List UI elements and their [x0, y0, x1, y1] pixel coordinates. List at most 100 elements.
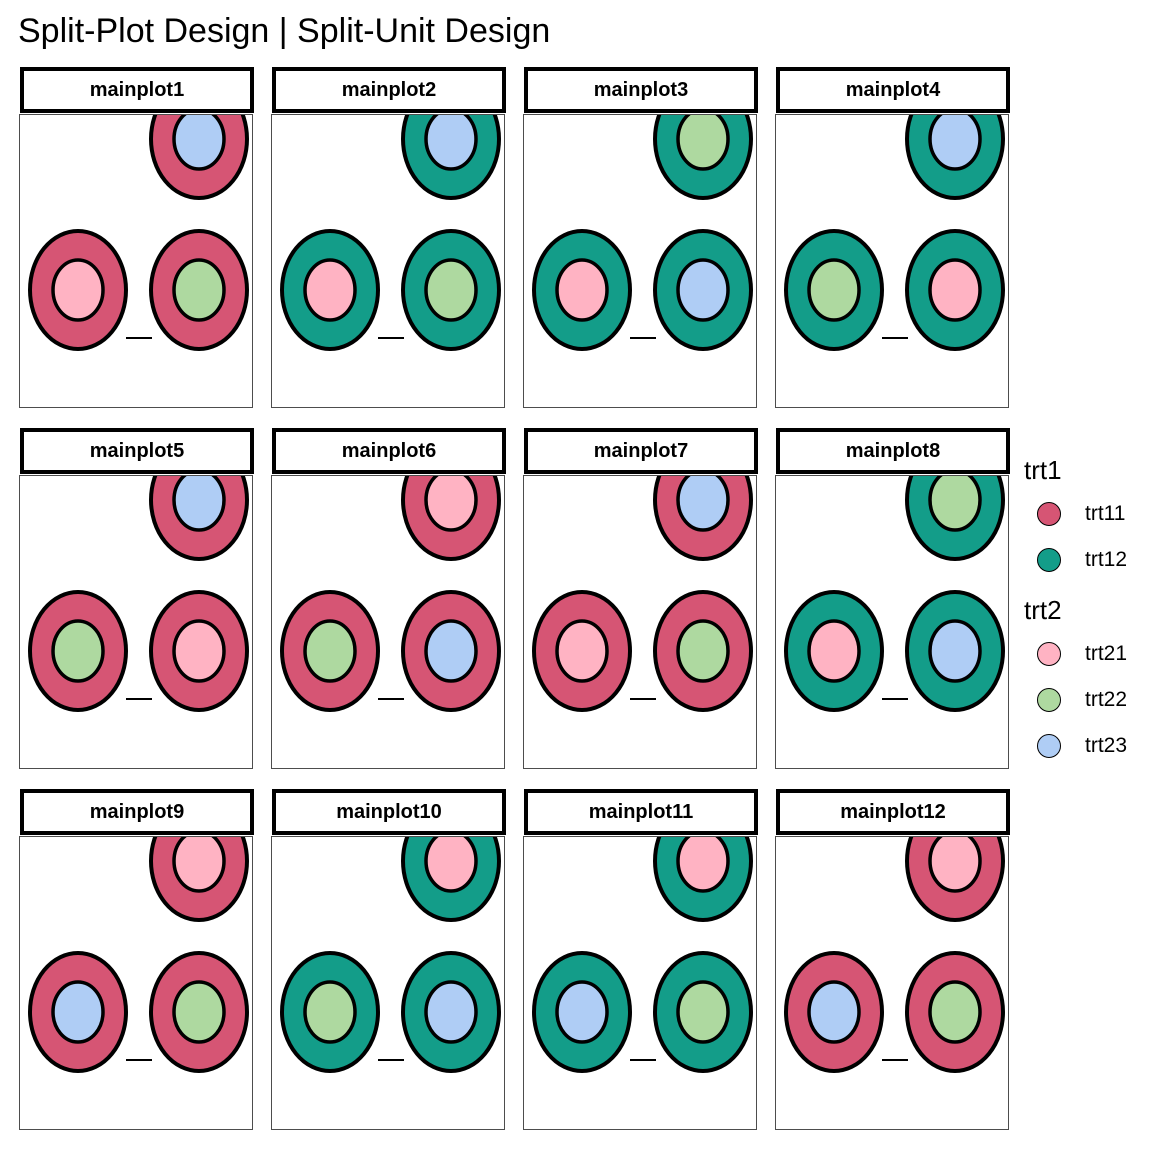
facet-plot-area: [523, 114, 757, 408]
subplot-node-top: [149, 476, 249, 561]
subplot-ellipse: [928, 619, 982, 683]
subplot-node-top: [149, 115, 249, 200]
subplot-ellipse: [51, 980, 105, 1044]
subplot-node-bottom-right: [653, 229, 753, 351]
facet-plot-area: [271, 836, 505, 1130]
split-plot-diagram: [28, 837, 249, 1073]
facet-panel: mainplot12: [775, 788, 1010, 1131]
subplot-ellipse: [928, 837, 982, 893]
facet-plot-area: [523, 475, 757, 769]
subplot-node-top: [653, 837, 753, 922]
subplot-node-bottom-right: [401, 951, 501, 1073]
chart-title: Split-Plot Design | Split-Unit Design: [18, 12, 551, 50]
facet-panel: mainplot3: [523, 66, 758, 409]
subplot-node-top: [401, 115, 501, 200]
split-plot-diagram: [28, 115, 249, 351]
subplot-node-bottom-left: [784, 590, 884, 712]
facet-strip-label: mainplot1: [20, 67, 254, 113]
subplot-ellipse: [424, 619, 478, 683]
facet-plot-area: [19, 475, 253, 769]
legend-item: trt11: [1024, 491, 1148, 537]
subplot-ellipse: [676, 837, 730, 893]
subplot-ellipse: [928, 258, 982, 322]
facet-panel: mainplot2: [271, 66, 506, 409]
subplot-node-bottom-left: [532, 229, 632, 351]
subplot-node-bottom-left: [280, 229, 380, 351]
subplot-node-bottom-left: [532, 590, 632, 712]
facet-strip-label: mainplot11: [524, 789, 758, 835]
facet-strip-label: mainplot6: [272, 428, 506, 474]
facet-panel: mainplot7: [523, 427, 758, 770]
subplot-ellipse: [424, 476, 478, 532]
split-plot-diagram: [784, 115, 1005, 351]
subplot-ellipse: [928, 980, 982, 1044]
legend-key: [1037, 642, 1061, 666]
split-plot-diagram: [28, 476, 249, 712]
facet-plot-area: [775, 475, 1009, 769]
facet-strip-label: mainplot12: [776, 789, 1010, 835]
legend-label: trt22: [1085, 688, 1128, 711]
subplot-node-bottom-right: [401, 229, 501, 351]
legend-label: trt21: [1085, 642, 1128, 665]
subplot-node-bottom-right: [653, 951, 753, 1073]
subplot-ellipse: [303, 980, 357, 1044]
facet-plot-area: [523, 836, 757, 1130]
subplot-ellipse: [303, 258, 357, 322]
subplot-ellipse: [172, 980, 226, 1044]
facet-panel: mainplot5: [19, 427, 254, 770]
facet-panel: mainplot6: [271, 427, 506, 770]
subplot-ellipse: [424, 258, 478, 322]
subplot-node-top: [905, 476, 1005, 561]
legend-label: trt11: [1085, 502, 1126, 525]
subplot-node-bottom-left: [784, 951, 884, 1073]
split-plot-diagram: [280, 115, 501, 351]
split-plot-diagram: [784, 837, 1005, 1073]
legend-item: trt22: [1024, 677, 1148, 723]
subplot-ellipse: [676, 980, 730, 1044]
subplot-ellipse: [676, 258, 730, 322]
subplot-node-bottom-right: [905, 229, 1005, 351]
subplot-node-bottom-right: [653, 590, 753, 712]
subplot-node-bottom-right: [149, 229, 249, 351]
split-plot-diagram: [532, 115, 753, 351]
subplot-ellipse: [928, 476, 982, 532]
split-plot-diagram: [280, 837, 501, 1073]
facet-strip-label: mainplot2: [272, 67, 506, 113]
facet-panel: mainplot8: [775, 427, 1010, 770]
split-plot-diagram: [532, 476, 753, 712]
legend-label: trt12: [1085, 548, 1128, 571]
facet-panel: mainplot4: [775, 66, 1010, 409]
subplot-ellipse: [424, 837, 478, 893]
facet-strip-label: mainplot9: [20, 789, 254, 835]
split-plot-diagram: [532, 837, 753, 1073]
legend-key: [1037, 734, 1061, 758]
legend-title: trt1: [1024, 455, 1062, 485]
facet-strip-label: mainplot10: [272, 789, 506, 835]
subplot-ellipse: [676, 476, 730, 532]
subplot-ellipse: [172, 837, 226, 893]
facet-panel: mainplot11: [523, 788, 758, 1131]
legend-key: [1037, 548, 1061, 572]
subplot-ellipse: [555, 980, 609, 1044]
facet-plot-area: [271, 475, 505, 769]
subplot-ellipse: [51, 619, 105, 683]
facet-plot-area: [19, 836, 253, 1130]
subplot-node-bottom-left: [532, 951, 632, 1073]
subplot-node-bottom-left: [28, 590, 128, 712]
subplot-ellipse: [172, 258, 226, 322]
subplot-ellipse: [172, 115, 226, 171]
legend-item: trt12: [1024, 537, 1148, 583]
facet-panel: mainplot9: [19, 788, 254, 1131]
subplot-ellipse: [928, 115, 982, 171]
legend-key: [1037, 502, 1061, 526]
subplot-node-bottom-left: [280, 590, 380, 712]
facet-plot-area: [775, 836, 1009, 1130]
facet-plot-area: [775, 114, 1009, 408]
subplot-node-top: [905, 115, 1005, 200]
subplot-ellipse: [807, 258, 861, 322]
split-plot-diagram: [280, 476, 501, 712]
subplot-node-bottom-right: [149, 590, 249, 712]
subplot-node-bottom-right: [905, 951, 1005, 1073]
subplot-ellipse: [676, 115, 730, 171]
legend-item: trt21: [1024, 631, 1148, 677]
